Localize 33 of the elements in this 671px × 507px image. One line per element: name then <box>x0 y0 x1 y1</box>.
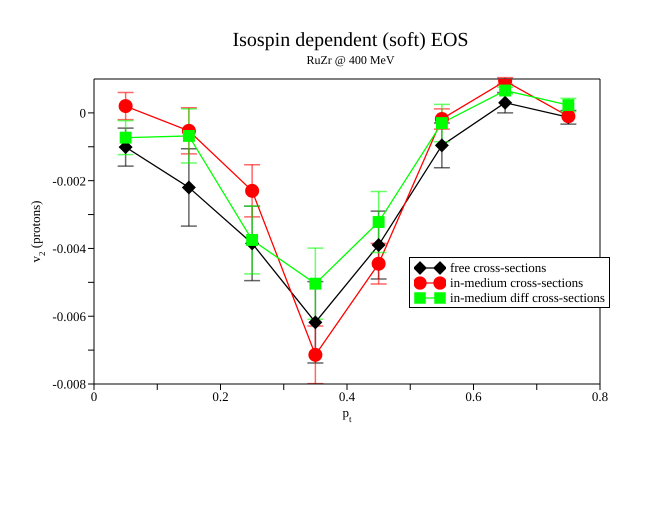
x-tick-label: 0 <box>90 389 98 404</box>
point <box>246 234 258 246</box>
legend-label: in-medium diff cross-sections <box>450 290 605 306</box>
point <box>182 180 196 194</box>
point <box>120 132 132 144</box>
point <box>562 99 574 112</box>
point <box>499 84 512 96</box>
point <box>118 99 133 114</box>
x-tick-label: 0.4 <box>338 389 356 404</box>
legend-label: in-medium cross-sections <box>450 274 584 290</box>
point <box>308 315 322 330</box>
point <box>309 278 322 290</box>
point <box>245 184 260 198</box>
point <box>434 138 449 152</box>
point <box>182 130 195 142</box>
x-tick-label: 0.2 <box>212 389 229 404</box>
y-tick-label: -0.002 <box>52 173 86 188</box>
legend-label: free cross-sections <box>450 260 546 276</box>
y-tick-label: 0 <box>80 106 86 121</box>
x-axis-title: p$_{t}$ <box>342 405 352 424</box>
x-tick-label: 0.6 <box>465 389 482 404</box>
point <box>308 348 322 362</box>
point <box>436 117 448 130</box>
y-tick-label: -0.004 <box>52 241 86 256</box>
point <box>498 96 512 110</box>
chart-subtitle: RuZr @ 400 MeV <box>305 52 396 68</box>
point <box>372 256 386 271</box>
chart-title: Isospin dependent (soft) EOS <box>231 28 470 52</box>
x-tick-label: 0.8 <box>592 389 608 404</box>
point <box>372 238 386 252</box>
y-tick-label: -0.008 <box>52 376 86 392</box>
point <box>372 216 385 228</box>
y-tick-label: -0.006 <box>52 308 86 324</box>
